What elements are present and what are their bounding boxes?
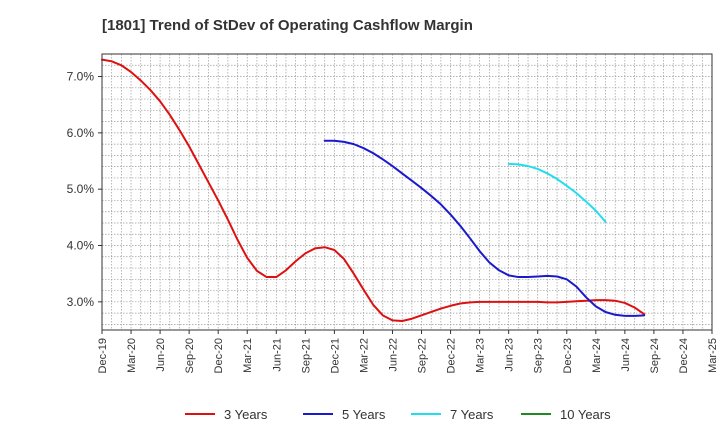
y-tick-label: 7.0% [67,70,95,84]
legend-label-10-years: 10 Years [560,407,611,422]
legend-label-5-years: 5 Years [342,407,386,422]
series-line-7-years [507,162,607,223]
x-tick-label: Mar-23 [475,338,487,373]
x-tick-label: Sep-20 [184,338,196,373]
x-tick-label: Sep-24 [649,338,661,373]
x-tick-label: Sep-23 [533,338,545,373]
series-layer [101,58,646,322]
x-tick-label: Dec-22 [446,338,458,373]
plot-background [102,54,712,330]
x-tick-label: Dec-20 [213,338,225,373]
x-tick-label: Mar-20 [126,338,138,373]
series-line-3-years [101,58,646,322]
series-line-5-years [323,139,646,317]
grid-layer [102,54,712,330]
y-tick-label: 4.0% [67,239,95,253]
x-tick-label: Sep-22 [417,338,429,373]
x-tick-label: Jun-24 [620,338,632,372]
x-tick-label: Mar-24 [591,338,603,373]
axis-layer: 3.0% 4.0% 5.0% 6.0% 7.0% Dec-19 Mar-20 Jun-20 Se… [67,70,719,374]
x-tick-label: Jun-21 [271,338,283,372]
x-tick-label: Jun-23 [504,338,516,372]
legend: 3 Years 5 Years 7 Years 10 Years [185,407,611,422]
x-tick-label: Dec-19 [97,338,109,373]
x-tick-label: Dec-24 [678,338,690,373]
y-tick-label: 6.0% [67,126,95,140]
x-tick-label: Dec-23 [562,338,574,373]
x-tick-label: Sep-21 [300,338,312,373]
x-tick-label: Jun-20 [155,338,167,372]
x-tick-label: Mar-25 [707,338,719,373]
x-tick-label: Mar-22 [358,338,370,373]
x-tick-label: Jun-22 [387,338,399,372]
legend-label-3-years: 3 Years [224,407,268,422]
y-tick-label: 5.0% [67,182,95,196]
x-tick-label: Mar-21 [242,338,254,373]
chart-title: [1801] Trend of StDev of Operating Cashf… [102,17,473,34]
legend-label-7-years: 7 Years [450,407,494,422]
plot-frame [101,53,713,331]
x-tick-label: Dec-21 [329,338,341,373]
y-tick-label: 3.0% [67,295,95,309]
